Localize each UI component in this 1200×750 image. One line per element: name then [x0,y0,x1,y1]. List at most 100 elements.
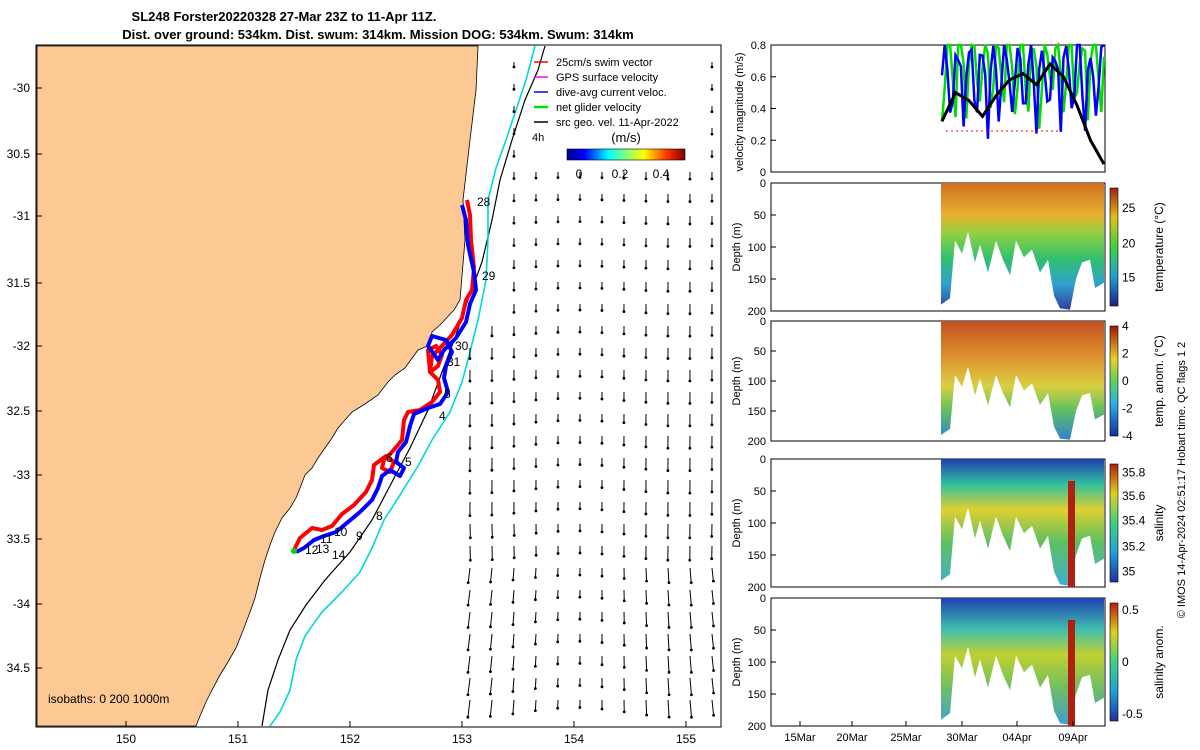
vector-arrow-head [622,443,626,447]
colorbar-tick-label: 35 [1122,564,1136,578]
velocity-dive-avg-line [940,43,1105,139]
vector-arrow-head [512,87,516,91]
vector-arrow-head [556,596,560,600]
depth-ytick-label: 50 [754,210,766,222]
vector-arrow-head [578,308,582,312]
vector-arrow-head [511,645,515,649]
day-label: 6 [386,451,393,465]
vector-arrow-head [578,529,582,533]
section-colorbar [1109,463,1119,583]
vector-arrow-head [534,354,538,357]
vector-arrow [711,699,715,716]
depth-ytick-label: 100 [748,242,766,254]
vector-arrow-head [688,446,692,450]
time-xtick-label: 04Apr [1002,732,1032,744]
day-label: 29 [482,269,496,283]
vector-arrow [689,611,692,628]
vector-arrow [467,655,471,673]
vector-arrow-head [666,289,670,293]
vector-arrow-head [534,576,537,579]
vector-arrow-head [644,333,648,337]
vector-arrow [467,699,471,718]
vector-arrow-head [534,309,538,313]
vector-arrow-head [667,670,671,674]
velocity-ytick-label: 0 [760,167,766,179]
vector-arrow-head [710,468,714,471]
vector-arrow-head [688,289,692,293]
vector-arrow [534,567,537,578]
vector-arrow-head [468,357,472,361]
colorbar-tick-label: 25 [1122,201,1136,215]
day-label: 31 [447,355,461,369]
section-heatmap [941,459,1104,586]
vector-arrow-head [512,422,516,426]
day-label: 10 [334,525,348,539]
vector-arrow-head [666,401,670,405]
vector-arrow-head [468,446,472,450]
day-label: 14 [332,548,346,562]
map-xtick-label: 154 [564,732,584,746]
vector-arrow-head [490,558,494,562]
vector-arrow-head [688,222,692,226]
vector-arrow-head [534,287,538,291]
vector-arrow-head [578,418,582,422]
vector-arrow-head [556,684,560,688]
vector-arrow [489,677,493,695]
vector-arrow-head [622,488,626,491]
map-xtick-label: 153 [452,732,472,746]
vector-arrow [489,699,493,717]
vector-arrow-head [556,220,560,224]
vector-arrow-head [578,507,582,511]
vector-arrow [645,567,648,582]
depth-ytick-label: 0 [760,593,766,605]
vector-arrow-head [644,445,648,449]
colorbar-tick: 0.4 [653,167,670,181]
vector-arrow-head [622,510,626,514]
vector-arrow-head [688,402,692,405]
vector-arrow-head [534,198,538,202]
vector-arrow-head [688,514,692,517]
vector-arrow-head [688,267,692,271]
vector-arrow-head [468,402,472,405]
vector-arrow-head [690,715,693,719]
vector-arrow [534,699,537,711]
vector-arrow-head [644,557,648,561]
vector-arrow-head [710,535,714,538]
vector-arrow [534,655,537,667]
qc-flag-bar [1068,620,1075,726]
vector-arrow-head [710,356,714,360]
vector-arrow-head [644,423,648,426]
vector-arrow-head [578,198,582,201]
vector-arrow-head [712,602,715,605]
vector-arrow [689,677,692,695]
depth-ylabel: Depth (m) [731,499,743,548]
vector-arrow-head [490,535,494,539]
vector-arrow-head [512,177,516,180]
depth-ytick-label: 150 [748,406,766,418]
map-xtick-label: 151 [228,732,248,746]
vector-arrow-head [666,267,670,271]
vector-arrow-head [468,491,472,495]
vector-arrow-head [533,687,537,690]
time-xtick-label: 30Mar [946,732,978,744]
vector-arrow-head [556,264,560,268]
vector-arrow-head [622,399,626,402]
vector-arrow-head [512,400,516,404]
vector-arrow-head [512,244,516,247]
vector-arrow [645,699,648,716]
vector-arrow-head [466,715,470,719]
vector-arrow-head [468,558,472,562]
vector-arrow-head [511,600,515,604]
vector-arrow-head [645,601,648,605]
depth-ylabel: Depth (m) [731,357,743,406]
vector-arrow-head [622,643,626,647]
vector-arrow-head [556,198,560,202]
time-xtick-label: 20Mar [836,732,868,744]
vector-arrow-head [645,579,648,583]
vector-arrow-head [512,132,516,136]
vector-arrow [689,567,692,583]
vector-arrow-head [512,65,516,69]
vector-arrow-head [600,419,604,423]
colorbar-tick-label: 35.6 [1122,489,1146,503]
vector-arrow-head [578,595,582,599]
